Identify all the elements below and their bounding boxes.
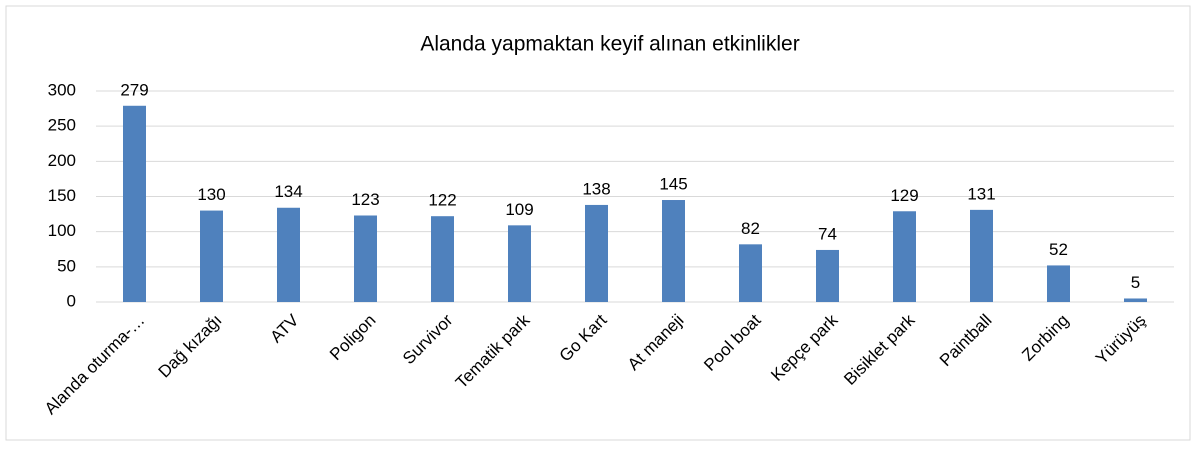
data-label: 82 [741, 219, 760, 238]
bar [354, 215, 377, 302]
bar [739, 244, 762, 302]
bar [123, 105, 146, 303]
bar [431, 216, 454, 302]
data-label: 129 [890, 186, 918, 205]
data-label: 5 [1131, 273, 1140, 292]
data-label: 74 [818, 224, 837, 243]
data-label: 134 [274, 182, 302, 201]
data-label: 122 [428, 191, 456, 210]
data-label: 131 [967, 184, 995, 203]
data-label: 109 [505, 200, 533, 219]
y-tick-label: 50 [57, 256, 76, 275]
bar [816, 249, 839, 302]
y-tick-label: 300 [48, 80, 76, 99]
bar [508, 225, 531, 302]
y-tick-label: 250 [48, 116, 76, 135]
bar [970, 209, 993, 302]
y-tick-label: 100 [48, 221, 76, 240]
bar [585, 204, 608, 302]
y-tick-label: 200 [48, 151, 76, 170]
bar [893, 211, 916, 302]
bar [277, 207, 300, 302]
data-label: 130 [197, 185, 225, 204]
bar [1047, 265, 1070, 302]
data-label: 138 [582, 179, 610, 198]
bar [662, 200, 685, 302]
y-tick-label: 0 [67, 291, 76, 310]
bar [1124, 298, 1147, 302]
y-tick-label: 150 [48, 186, 76, 205]
chart-title: Alanda yapmaktan keyif alınan etkinlikle… [420, 33, 799, 56]
data-label: 279 [120, 80, 148, 99]
data-label: 145 [659, 175, 687, 194]
data-label: 52 [1049, 240, 1068, 259]
data-label: 123 [351, 190, 379, 209]
bar [200, 210, 223, 302]
